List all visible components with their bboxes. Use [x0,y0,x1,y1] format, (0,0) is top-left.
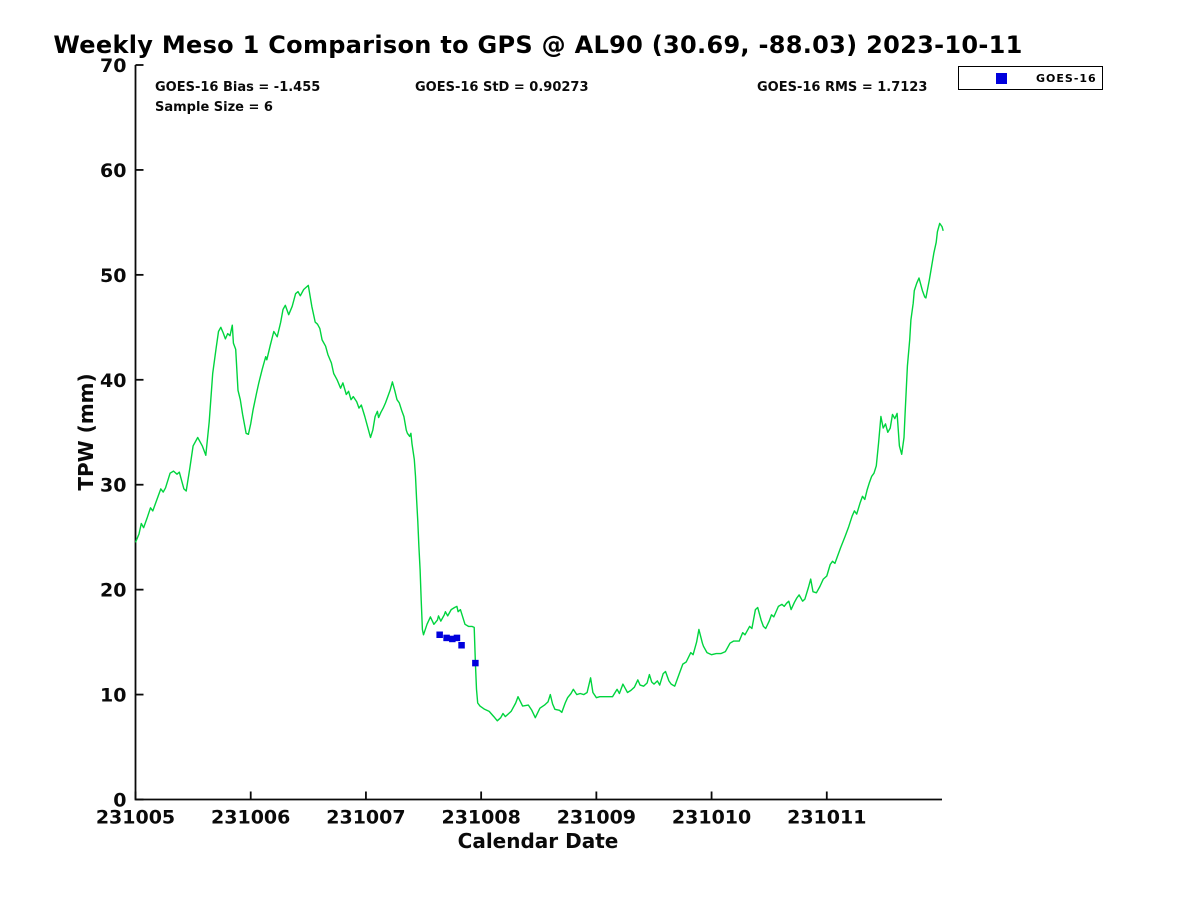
axes-lines [134,65,942,801]
y-tick-label: 60 [100,160,126,182]
legend-box: GOES-16 [958,66,1103,90]
x-tick-label: 231007 [326,807,405,829]
y-tick-label: 50 [100,265,126,287]
x-tick-label: 231010 [672,807,751,829]
x-tick-label: 231011 [787,807,866,829]
x-tick-label: 231009 [557,807,636,829]
y-tick-label: 10 [100,685,126,707]
x-tick-label: 231008 [441,807,520,829]
legend-square-marker-icon [996,72,1007,84]
gps-tpw-line [134,222,944,722]
y-tick-label: 40 [100,370,126,392]
goes16-marker [458,642,465,649]
x-tick-label: 231005 [96,807,175,829]
y-tick-label: 20 [100,580,126,602]
y-tick-label: 0 [113,790,126,812]
chart-title: Weekly Meso 1 Comparison to GPS @ AL90 (… [53,31,1023,59]
stat-std: GOES-16 StD = 0.90273 [415,80,589,95]
y-axis-label: TPW (mm) [74,373,98,491]
goes16-marker [449,635,456,643]
goes16-marker [453,634,461,642]
legend-label: GOES-16 [1036,71,1097,85]
stat-rms: GOES-16 RMS = 1.7123 [757,80,928,95]
goes16-marker [436,631,443,639]
stat-bias: GOES-16 Bias = -1.455 [155,80,321,95]
x-axis-label: Calendar Date [457,829,619,853]
stat-sample-size: Sample Size = 6 [155,100,273,115]
y-tick-label: 30 [100,475,126,497]
x-tick-label: 231006 [211,807,290,829]
goes16-marker [443,634,450,642]
goes16-marker [472,659,479,667]
y-tick-label: 70 [100,55,126,77]
